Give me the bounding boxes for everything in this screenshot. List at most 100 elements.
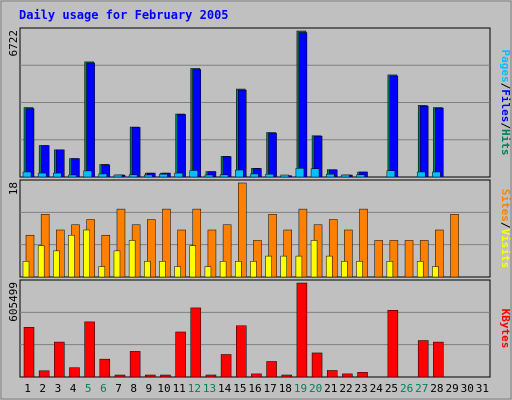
legend-pages: Pages [499,50,512,83]
bar-kbytes [281,374,292,378]
bar-pages [22,171,32,178]
bar-visits [280,255,287,278]
bar-kbytes [145,374,156,378]
x-tick-label: 16 [248,382,261,395]
bar-kbytes [84,321,95,378]
bar-kbytes [69,367,80,378]
bar-files [268,132,277,178]
bar-pages [280,174,289,178]
x-tick-label: 18 [279,382,292,395]
x-tick-label: 10 [157,382,170,395]
legend-files: Files [499,89,512,122]
panel-frame [19,279,491,378]
y-max-label: 18 [7,182,20,195]
x-tick-label: 28 [430,382,443,395]
x-tick-label: 19 [294,382,307,395]
bar-visits [250,261,257,278]
bar-files [389,75,399,178]
bar-visits [128,240,136,278]
x-tick-label: 13 [203,382,216,395]
bar-kbytes [236,325,247,378]
bar-visits [189,245,197,278]
bar-visits [386,261,394,278]
x-tick-label: 7 [115,382,122,395]
bar-files [419,105,429,178]
bar-visits [144,261,151,278]
bar-visits [416,261,424,278]
legend-hits-files-pages: Pages/Files/Hits [499,50,512,156]
bar-visits [219,261,227,278]
legend-kbytes: KBytes [499,309,512,349]
x-tick-label: 4 [70,382,77,395]
bar-sites [238,182,247,278]
bar-pages [37,172,47,178]
x-tick-label: 27 [415,382,428,395]
bar-kbytes [417,340,429,378]
legend-visits: Visits [499,229,512,269]
bar-sites [162,208,171,278]
bar-sites [25,234,35,278]
bar-visits [235,261,242,278]
x-tick-label: 25 [385,382,398,395]
bar-visits [98,266,106,278]
x-tick-label: 21 [324,382,337,395]
x-tick-label: 26 [400,382,413,395]
bar-pages [159,173,168,178]
legend-sites: Sites [499,189,512,222]
bar-pages [386,170,396,178]
bar-visits [310,240,318,278]
x-tick-label: 20 [309,382,322,395]
bar-sites [389,240,399,278]
bar-files [86,62,95,178]
x-tick-label: 29 [445,382,458,395]
bar-kbytes [220,354,232,378]
bar-pages [113,174,123,178]
x-tick-label: 12 [188,382,201,395]
x-tick-label: 5 [85,382,92,395]
bar-sites [147,219,156,278]
bar-pages [432,171,441,178]
bar-pages [341,174,350,178]
bar-sites [222,224,232,278]
legend-sep: / [499,122,512,129]
bar-visits [22,261,30,278]
bar-visits [37,245,45,278]
x-tick-label: 24 [370,382,384,395]
bar-pages [416,171,426,178]
bar-kbytes [357,372,368,378]
bar-pages [250,173,259,178]
bar-kbytes [23,327,35,378]
bar-kbytes [54,341,65,378]
legend-sep: / [499,222,512,229]
bar-sites [192,208,202,278]
x-tick-label: 30 [461,382,474,395]
y-max-label: 605499 [7,282,20,322]
bar-pages [53,172,62,178]
bar-files [25,108,35,178]
bar-visits [432,266,439,278]
bar-pages [295,168,305,178]
bar-visits [265,255,272,278]
bar-kbytes [114,374,126,378]
bar-kbytes [326,370,338,378]
bar-files [131,127,141,178]
bar-kbytes [387,309,399,378]
bar-pages [219,174,229,178]
x-tick-label: 11 [173,382,186,395]
bar-visits [204,266,212,278]
bar-visits [53,250,60,278]
bar-visits [325,255,333,278]
bar-kbytes [342,373,353,378]
x-tick-label: 22 [339,382,352,395]
bar-visits [341,261,348,278]
x-tick-label: 17 [264,382,277,395]
x-tick-label: 9 [146,382,153,395]
panel-kbytes [19,279,491,378]
y-max-label: 6722 [7,30,20,57]
bar-pages [68,174,77,178]
legend-kbytes: KBytes [499,309,512,349]
bar-files [71,158,80,178]
